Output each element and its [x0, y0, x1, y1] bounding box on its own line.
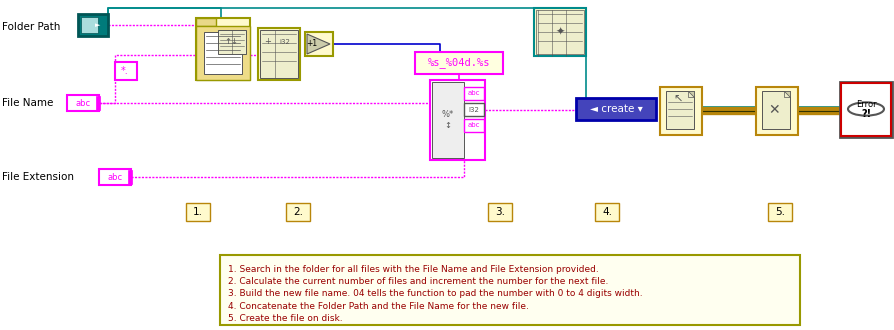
Bar — [186, 203, 210, 221]
Text: Folder Path: Folder Path — [2, 22, 61, 32]
Bar — [840, 82, 892, 137]
Text: 3.: 3. — [495, 207, 505, 217]
Text: File Name: File Name — [2, 98, 54, 108]
Text: %*
↕: %* ↕ — [442, 110, 454, 130]
Bar — [81, 17, 98, 33]
Bar — [196, 18, 250, 80]
Polygon shape — [307, 34, 330, 54]
Bar — [432, 82, 464, 158]
Text: +1: +1 — [307, 40, 317, 49]
Bar — [99, 169, 131, 185]
Bar — [464, 103, 484, 116]
Polygon shape — [784, 91, 790, 97]
Bar — [488, 203, 512, 221]
Text: 1.: 1. — [193, 207, 203, 217]
Bar — [115, 62, 137, 80]
Text: 2.: 2. — [293, 207, 303, 217]
Text: ↖: ↖ — [673, 95, 683, 105]
Text: 5. Create the file on disk.: 5. Create the file on disk. — [228, 314, 342, 323]
Text: 3. Build the new file name. 04 tells the function to pad the number with 0 to 4 : 3. Build the new file name. 04 tells the… — [228, 289, 643, 299]
Text: File Extension: File Extension — [2, 172, 74, 182]
Bar — [762, 91, 790, 129]
Bar — [286, 203, 310, 221]
Text: ◄ create ▾: ◄ create ▾ — [589, 104, 643, 114]
Circle shape — [848, 102, 884, 115]
Text: ↑↓: ↑↓ — [224, 38, 238, 47]
Text: abc: abc — [468, 122, 480, 128]
Text: *.: *. — [121, 66, 129, 76]
Bar — [576, 98, 656, 120]
Text: ?!: ?! — [861, 109, 871, 119]
Text: 1. Search in the folder for all files with the File Name and File Extension prov: 1. Search in the folder for all files wi… — [228, 265, 599, 274]
Bar — [536, 10, 584, 54]
Text: I32: I32 — [468, 107, 479, 113]
Bar — [260, 30, 298, 78]
Bar — [841, 83, 891, 136]
Bar — [196, 18, 216, 26]
Text: ✕: ✕ — [768, 103, 780, 117]
Bar — [204, 32, 242, 74]
Bar — [128, 170, 132, 184]
Bar — [415, 52, 503, 74]
Bar — [666, 91, 694, 129]
Bar — [534, 8, 586, 56]
Text: i32: i32 — [280, 39, 291, 45]
Text: %s_%04d.%s: %s_%04d.%s — [427, 57, 490, 68]
Bar — [220, 255, 800, 325]
Bar — [464, 87, 484, 100]
Bar — [595, 203, 619, 221]
Text: 2. Calculate the current number of files and increment the number for the next f: 2. Calculate the current number of files… — [228, 277, 609, 286]
Text: 4. Concatenate the Folder Path and the File Name for the new file.: 4. Concatenate the Folder Path and the F… — [228, 302, 529, 311]
Bar — [660, 87, 702, 135]
Bar — [218, 30, 246, 54]
Text: abc: abc — [75, 98, 90, 108]
Text: +: + — [265, 38, 272, 47]
Text: Error: Error — [856, 101, 876, 110]
Bar — [196, 26, 250, 80]
Bar — [258, 28, 300, 80]
Bar — [756, 87, 798, 135]
Text: ✦: ✦ — [555, 27, 565, 37]
Polygon shape — [688, 91, 694, 97]
Bar — [96, 96, 100, 110]
Bar — [464, 119, 484, 132]
Bar — [768, 203, 792, 221]
Text: abc: abc — [468, 90, 480, 96]
Text: abc: abc — [107, 173, 122, 182]
Bar — [67, 95, 99, 111]
Bar — [430, 80, 485, 160]
Text: ►: ► — [96, 22, 101, 28]
Text: 5.: 5. — [775, 207, 785, 217]
Bar — [305, 32, 333, 56]
Bar — [78, 14, 108, 36]
Text: 4.: 4. — [602, 207, 612, 217]
